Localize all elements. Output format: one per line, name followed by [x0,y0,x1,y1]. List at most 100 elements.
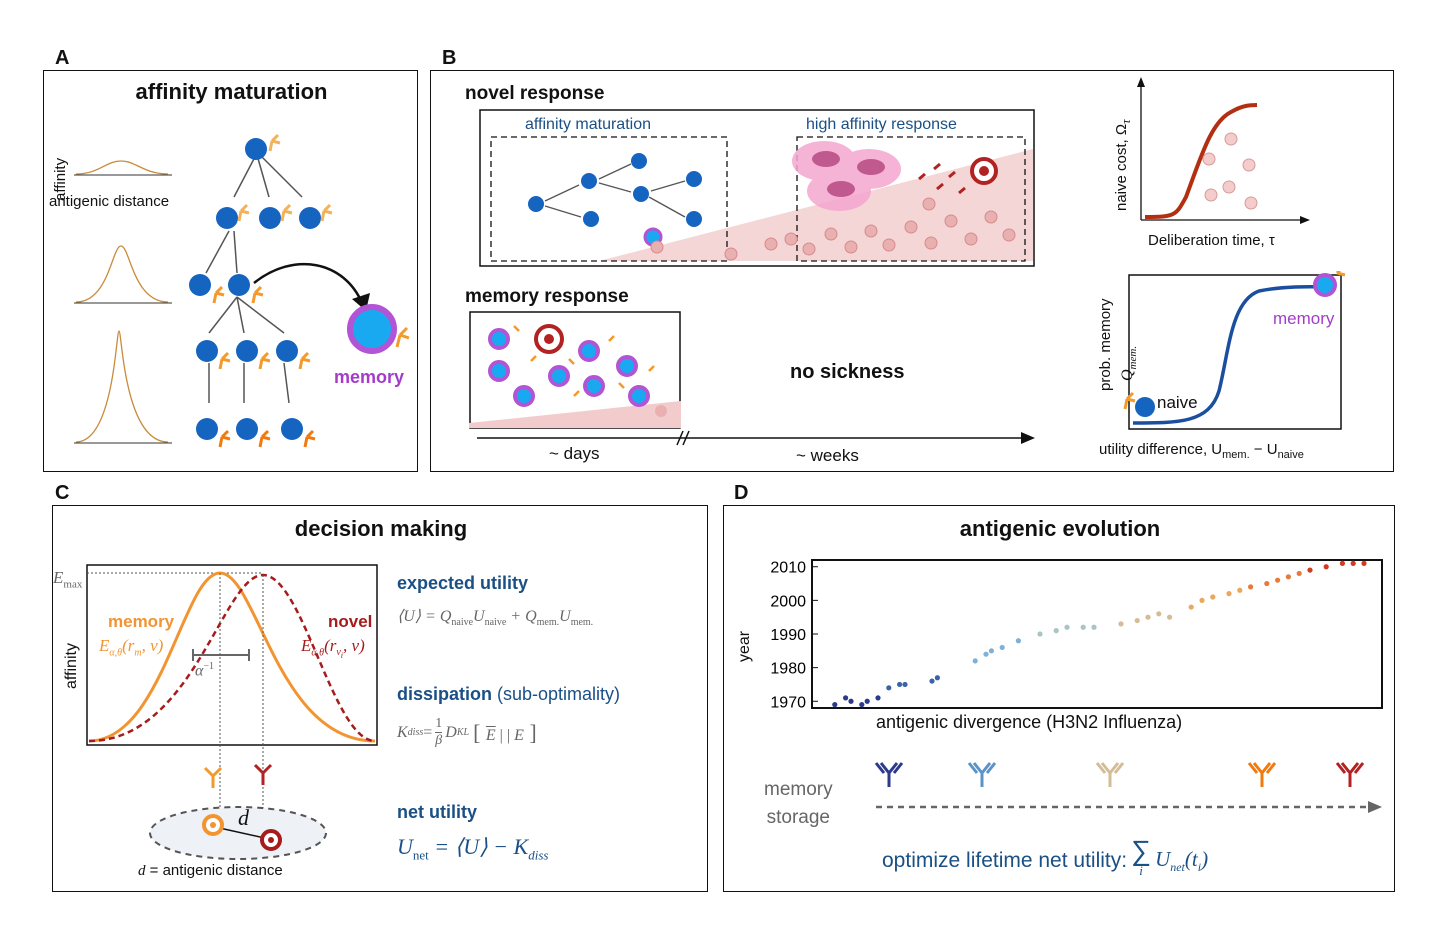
expected-utility-heading: expected utility [397,573,529,593]
data-point [1226,591,1232,597]
panel-a-title: affinity maturation [135,79,328,104]
data-point [1323,564,1329,570]
memory-cell-label: memory [334,367,405,387]
data-point [1264,580,1270,587]
expected-utility-equation: ⟨U⟩ = QnaiveUnaive + Qmem.Umem. [397,608,594,629]
data-point [988,648,994,654]
data-point [832,702,838,708]
y-tick-label: 1980 [770,661,806,678]
y-tick-label: 2010 [770,560,806,577]
panel-a: affinity maturation affinity antigenic d… [43,70,418,472]
data-point [1015,638,1021,644]
panel-a-label: A [55,47,70,69]
data-point [1188,604,1194,610]
naive-cost-label: naive cost, Ωτ [1113,119,1133,211]
dissipation-heading: dissipation (sub-optimality) [397,684,621,704]
memory-curve-label: memory [108,612,175,631]
data-point [1134,617,1140,624]
data-point [886,685,892,691]
q-mem-label: Qmem. [1119,345,1140,381]
data-point [1275,577,1281,583]
data-point [1237,587,1243,593]
prob-memory-plot [1123,271,1346,430]
naive-cells [189,138,321,440]
net-utility-heading: net utility [397,802,477,822]
antibodies [212,133,333,448]
net-utility-equation: Unet = ⟨U⟩ − Kdiss [397,834,549,863]
data-point [934,675,940,681]
panel-b: novel response affinity maturation [430,70,1394,472]
lineage-arrows [205,154,303,404]
divergence-axis-label: antigenic divergence (H3N2 Influenza) [876,712,1183,732]
data-point [875,695,881,701]
data-point [999,644,1005,651]
data-point [897,681,903,688]
data-point [1307,567,1313,573]
data-point [1156,611,1162,617]
utility-difference-label: utility difference, Umem. − Unaive [1099,441,1304,461]
data-point [843,695,849,701]
alpha-inverse-label: α−1 [195,661,215,680]
days-label: ~ days [549,444,600,463]
data-point [1053,628,1059,634]
data-point [1248,584,1254,590]
data-point [1285,574,1291,580]
data-point [1080,624,1086,630]
panel-c: decision making Emax affinity memory Eα,… [52,505,708,892]
data-point [1145,614,1151,620]
y-tick-label: 2000 [770,593,806,610]
data-point [864,698,870,704]
novel-expression: Eα,θ(rνi, ν) [301,636,365,661]
year-axis-label: year [736,630,753,662]
data-point [848,698,854,704]
data-point [1296,570,1302,577]
prob-memory-label: prob. memory [1097,298,1114,391]
data-point [1167,614,1173,620]
data-point [859,702,865,708]
weeks-label: ~ weeks [796,446,859,465]
memory-storage-label: memory storage [764,779,833,828]
data-point [1118,621,1124,627]
data-point [1210,594,1216,600]
memory-response-title: memory response [465,286,629,307]
memory-expression: Eα,θ(rm, ν) [99,636,164,659]
naive-cost-plot [1137,77,1310,224]
affinity-curves [74,160,172,444]
affinity-curves-plot [86,564,378,860]
data-point [929,678,935,684]
novel-response-diagram [479,109,1035,267]
affinity-axis-label: affinity [63,643,80,689]
deliberation-label: Deliberation time, τ [1148,232,1275,249]
panel-c-label: C [55,482,70,504]
distance-d-label: d [238,805,249,830]
panel-d-label: D [734,482,749,504]
optimize-label: optimize lifetime net utility: ∑ i Unet(t… [882,835,1209,879]
time-axis [477,430,1035,446]
y-tick-label: 1990 [770,627,806,644]
memory-arrow [253,262,364,304]
no-sickness-label: no sickness [790,361,905,383]
emax-label: Emax [53,568,83,591]
panel-d: antigenic evolution year 1970 1980 1990 200… [723,505,1395,892]
memory-storage-timeline [874,762,1382,813]
antigenic-distance-label: antigenic distance [49,193,170,210]
novel-curve-label: novel [328,612,373,631]
panel-b-label: B [442,47,457,69]
data-point [1199,597,1205,603]
affinity-maturation-subtitle: affinity maturation [525,116,651,133]
panel-c-title: decision making [294,516,468,541]
antigenic-distance-caption: d = antigenic distance [138,862,283,879]
data-point [1350,560,1356,566]
data-point [1361,560,1367,566]
data-point [902,681,908,688]
data-point [1064,624,1070,630]
data-point [972,658,978,664]
data-point [983,651,989,657]
panel-d-title: antigenic evolution [959,516,1161,541]
data-point [1091,624,1097,630]
naive-curve-label: naive [1157,393,1198,412]
data-point [1037,631,1043,637]
memory-response-diagram [469,311,681,429]
y-tick-label: 1970 [770,694,806,711]
